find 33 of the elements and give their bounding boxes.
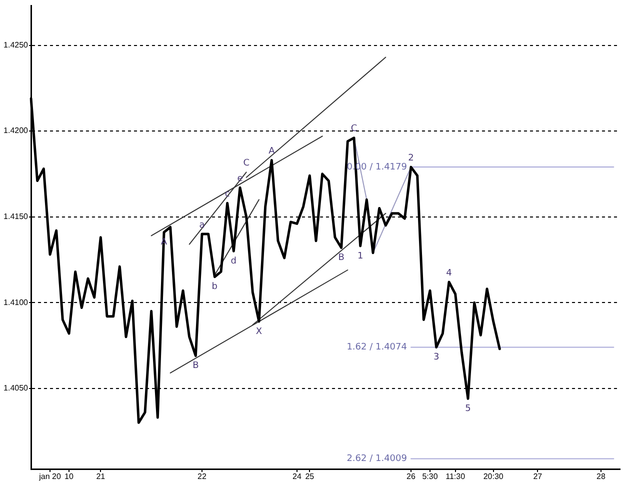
annotation: X (256, 326, 262, 337)
y-tick-label: 1.4150 (4, 212, 29, 222)
annotation: 4 (446, 268, 452, 278)
x-tick-label: 11:30 (446, 472, 466, 482)
x-tick-label: 28 (596, 472, 606, 482)
annotation: B (338, 253, 344, 264)
x-tick-label: 26 (406, 472, 416, 482)
x-tick-label: 27 (533, 472, 543, 482)
x-tick-label: jan 20 (38, 472, 62, 482)
annotation: 5 (465, 404, 471, 414)
y-tick-label: 1.4250 (4, 40, 29, 50)
annotation: C (350, 124, 358, 134)
y-tick-label: 1.4200 (4, 126, 29, 136)
annotation: A (268, 146, 276, 157)
series-label: 1.62 / 1.4074 (346, 342, 408, 353)
x-tick-label: 22 (198, 472, 207, 482)
annotation: 1 (357, 251, 364, 262)
x-tick-label: 20:30 (483, 472, 504, 482)
y-tick-label: 1.4050 (4, 384, 29, 393)
x-tick-label: 5:30 (422, 472, 438, 482)
x-tick-label: 25 (305, 472, 315, 482)
annotation: C (243, 158, 250, 169)
x-tick-label: 21 (96, 472, 106, 482)
annotation: a (199, 220, 205, 230)
y-tick-label: 1.4100 (4, 298, 29, 307)
series-label: 2.62 / 1.4009 (346, 454, 408, 464)
annotation: 3 (433, 352, 440, 363)
annotation: b (212, 282, 218, 292)
annotation: B (192, 361, 199, 372)
annotation: 2 (408, 153, 414, 164)
x-tick-label: 10 (64, 472, 74, 482)
annotation: d (230, 256, 237, 266)
x-tick-label: 24 (292, 472, 302, 482)
